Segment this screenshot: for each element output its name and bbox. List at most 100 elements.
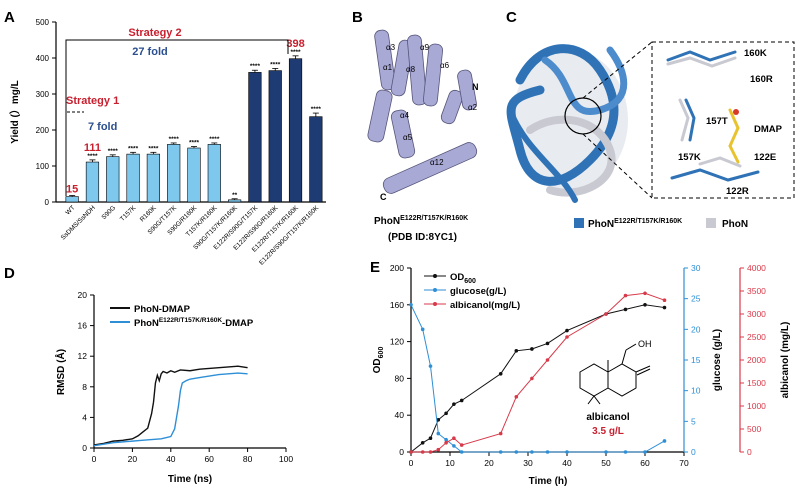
e-data-point	[545, 341, 550, 346]
e-data-point	[662, 439, 667, 443]
e-right-tick-label: 3500	[747, 286, 766, 296]
a-bar	[288, 58, 303, 203]
e-data-point	[420, 327, 425, 332]
e-x-axis-label: Time (h)	[529, 476, 568, 487]
d-x-tick-label: 20	[128, 454, 138, 464]
residue-stick	[670, 168, 760, 182]
phosphate-atom	[733, 109, 739, 115]
e-x-tick-label: 60	[640, 458, 650, 468]
helix-cylinders	[367, 29, 478, 194]
e-data-point	[545, 450, 550, 454]
bond	[621, 349, 627, 365]
d-series-lines	[93, 365, 248, 447]
a-y-tick-label: 400	[36, 54, 50, 63]
e-ticks: 0 10 20 30 40 50 60 700408012016020005101520253…	[390, 263, 766, 468]
d-legend-label-2: PhoNE122R/T157K/R160K-DMAP	[134, 317, 254, 329]
e-left-tick-label: 200	[390, 263, 404, 273]
helix-label: α12	[430, 158, 444, 167]
helix-label: α9	[420, 43, 430, 52]
e-data-point	[420, 450, 425, 454]
a-bar	[167, 144, 181, 203]
e-legend-label-od: OD600	[450, 272, 476, 285]
e-data-point	[409, 303, 413, 307]
e-series-line	[411, 292, 665, 453]
e-left-axis-label: OD600	[372, 347, 385, 374]
albicanol-structure	[579, 343, 651, 405]
e-data-point	[530, 347, 534, 351]
helix-cylinder	[457, 69, 477, 111]
e-mid-tick-label: 0	[691, 447, 696, 457]
a-y-tick-label: 0	[45, 198, 50, 207]
e-legend-label-glucose: glucose(g/L)	[450, 286, 506, 297]
residue-label: 157T	[706, 116, 728, 127]
helix-cylinder	[374, 29, 396, 91]
e-x-tick-label: 70	[679, 458, 689, 468]
e-data-point	[662, 298, 667, 303]
helix-label: α2	[468, 103, 478, 112]
a-bar	[146, 153, 160, 203]
e-data-point	[444, 441, 448, 445]
helix-cylinder	[390, 109, 416, 159]
zoom-box	[651, 41, 795, 199]
e-right-tick-label: 500	[747, 424, 761, 434]
panel-e-fermentation-chart: 0 10 20 30 40 50 60 700408012016020005101520253…	[372, 263, 791, 487]
d-series-line	[93, 372, 248, 447]
legend-wt-label: PhoN	[722, 219, 748, 230]
a-significance-label: **	[232, 192, 238, 199]
e-data-point	[428, 436, 433, 441]
bond	[635, 365, 651, 373]
e-data-point	[428, 364, 433, 368]
e-data-point	[459, 450, 464, 454]
ribbon-helix-wt	[526, 115, 616, 197]
e-x-tick-label: 50	[601, 458, 611, 468]
a-bar	[126, 153, 140, 203]
e-data-point	[514, 450, 519, 454]
hydroxyl-label: OH	[638, 339, 652, 349]
e-legend-marker-albicanol	[433, 302, 437, 306]
a-significance-label: ****	[148, 145, 159, 152]
a-y-ticks: 0 100 200 300 400 500	[36, 18, 56, 207]
titer-label: 3.5 g/L	[592, 426, 624, 437]
e-mid-tick-label: 20	[691, 324, 701, 334]
bond	[625, 343, 637, 351]
e-x-tick-label: 30	[523, 458, 533, 468]
a-bar	[268, 70, 282, 203]
residue-stick	[698, 156, 742, 168]
a-significance-label: ****	[290, 49, 301, 56]
e-right-tick-label: 3000	[747, 309, 766, 319]
c-terminus-label: C	[380, 192, 387, 202]
residue-stick	[666, 56, 737, 68]
a-bar	[85, 161, 100, 203]
residue-label: 160R	[750, 74, 773, 85]
panel-label-a: A	[4, 9, 15, 26]
d-x-tick-label: 100	[279, 454, 293, 464]
helix-label: α4	[400, 111, 410, 120]
d-y-tick-label: 16	[78, 321, 88, 331]
helix-cylinder	[407, 34, 427, 106]
a-bar	[65, 196, 79, 203]
e-data-point	[623, 293, 628, 298]
e-data-point	[428, 450, 433, 454]
ribbon-helix	[506, 44, 619, 186]
b-structure-title: PhoNE122R/T157K/R160K	[374, 215, 468, 227]
legend-mutant-label: PhoNE122R/T157K/R160K	[588, 218, 682, 230]
residue-stick	[666, 50, 737, 62]
residue-stick	[684, 98, 696, 142]
d-x-tick-label: 0	[92, 454, 97, 464]
a-x-tick-label: R160K	[139, 204, 158, 223]
e-data-point	[452, 402, 456, 406]
e-series-line	[410, 304, 665, 453]
a-bar	[228, 199, 242, 203]
d-y-tick-label: 20	[78, 290, 88, 300]
e-data-point	[452, 436, 456, 441]
panel-b-structure: α1 α2 α3 α4 α5 α6 α8 α9 α12 N C PhoNE122R/T157K/…	[367, 29, 479, 243]
helix-label: α5	[403, 133, 413, 142]
e-right-tick-label: 1500	[747, 378, 766, 388]
helix-label: α1	[383, 63, 393, 72]
a-bar	[248, 72, 262, 203]
e-data-point	[545, 358, 550, 362]
e-left-tick-label: 120	[390, 337, 404, 347]
a-y-tick-label: 500	[36, 18, 50, 27]
